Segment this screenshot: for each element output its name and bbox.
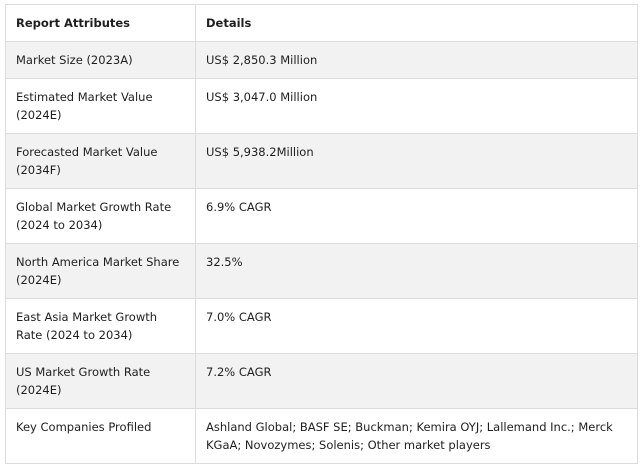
row-attribute: North America Market Share (2024E) [5, 243, 196, 299]
row-attribute: Market Size (2023A) [5, 41, 196, 79]
table-row: Forecasted Market Value (2034F) US$ 5,93… [5, 133, 638, 189]
row-attribute: Key Companies Profiled [5, 408, 196, 464]
row-attribute: Estimated Market Value (2024E) [5, 78, 196, 134]
row-attribute: Forecasted Market Value (2034F) [5, 133, 196, 189]
table-row: US Market Growth Rate (2024E) 7.2% CAGR [5, 353, 638, 409]
row-attribute: East Asia Market Growth Rate (2024 to 20… [5, 298, 196, 354]
header-report-attributes: Report Attributes [5, 4, 196, 42]
table-row: Estimated Market Value (2024E) US$ 3,047… [5, 78, 638, 134]
row-detail: 7.0% CAGR [195, 298, 638, 354]
table-row: North America Market Share (2024E) 32.5% [5, 243, 638, 299]
table-row: Market Size (2023A) US$ 2,850.3 Million [5, 41, 638, 79]
row-detail: 6.9% CAGR [195, 188, 638, 244]
row-detail: 7.2% CAGR [195, 353, 638, 409]
report-attributes-table: Report Attributes Details Market Size (2… [5, 4, 638, 464]
row-attribute: Global Market Growth Rate (2024 to 2034) [5, 188, 196, 244]
table-row: Key Companies Profiled Ashland Global; B… [5, 408, 638, 464]
row-detail: US$ 2,850.3 Million [195, 41, 638, 79]
table-header-row: Report Attributes Details [5, 4, 638, 42]
row-attribute: US Market Growth Rate (2024E) [5, 353, 196, 409]
row-detail: US$ 3,047.0 Million [195, 78, 638, 134]
table-row: East Asia Market Growth Rate (2024 to 20… [5, 298, 638, 354]
row-detail: 32.5% [195, 243, 638, 299]
table-row: Global Market Growth Rate (2024 to 2034)… [5, 188, 638, 244]
header-details: Details [195, 4, 638, 42]
row-detail: Ashland Global; BASF SE; Buckman; Kemira… [195, 408, 638, 464]
row-detail: US$ 5,938.2Million [195, 133, 638, 189]
